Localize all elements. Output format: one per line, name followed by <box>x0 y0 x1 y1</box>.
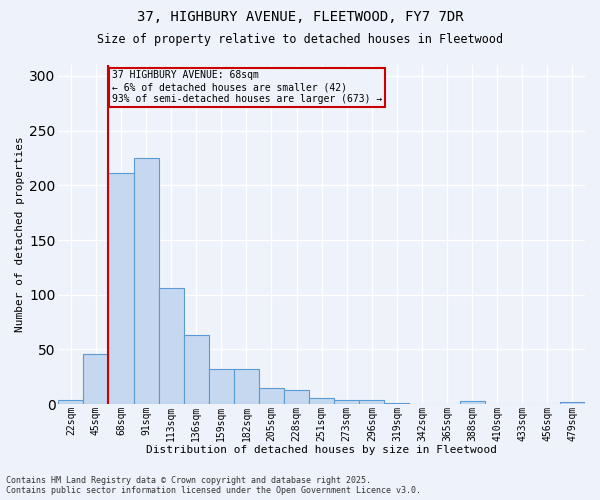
Bar <box>259 388 284 404</box>
Bar <box>309 398 334 404</box>
Text: Size of property relative to detached houses in Fleetwood: Size of property relative to detached ho… <box>97 32 503 46</box>
Bar <box>158 288 184 404</box>
Bar <box>83 354 109 404</box>
Bar <box>334 400 359 404</box>
Bar <box>460 401 485 404</box>
Text: 37, HIGHBURY AVENUE, FLEETWOOD, FY7 7DR: 37, HIGHBURY AVENUE, FLEETWOOD, FY7 7DR <box>137 10 463 24</box>
Bar <box>385 403 409 404</box>
Bar <box>109 174 134 404</box>
Text: Contains HM Land Registry data © Crown copyright and database right 2025.
Contai: Contains HM Land Registry data © Crown c… <box>6 476 421 495</box>
Bar <box>284 390 309 404</box>
Y-axis label: Number of detached properties: Number of detached properties <box>15 136 25 332</box>
Bar <box>560 402 585 404</box>
Bar <box>184 336 209 404</box>
Bar <box>58 400 83 404</box>
Text: 37 HIGHBURY AVENUE: 68sqm
← 6% of detached houses are smaller (42)
93% of semi-d: 37 HIGHBURY AVENUE: 68sqm ← 6% of detach… <box>112 70 382 104</box>
Bar <box>359 400 385 404</box>
Bar <box>134 158 158 404</box>
Bar <box>209 369 234 404</box>
X-axis label: Distribution of detached houses by size in Fleetwood: Distribution of detached houses by size … <box>146 445 497 455</box>
Bar <box>234 369 259 404</box>
